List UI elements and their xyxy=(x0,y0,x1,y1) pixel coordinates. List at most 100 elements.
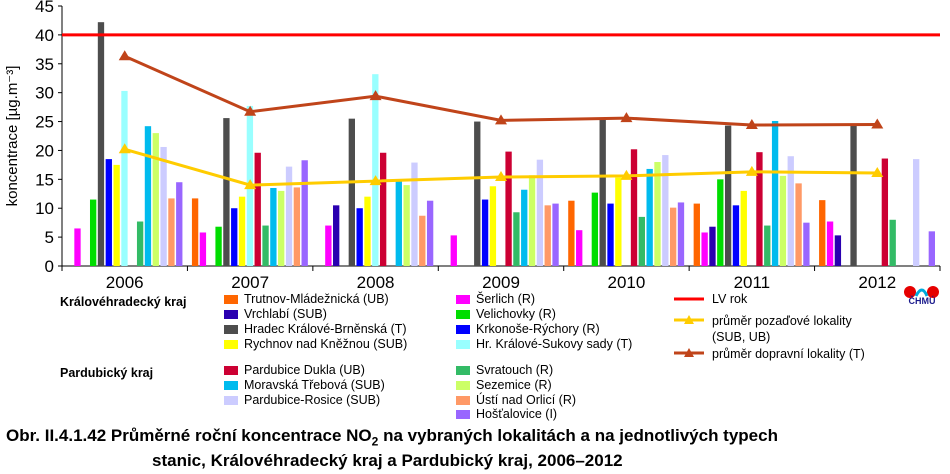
caption-text: Obr. II.4.1.42 Průměrné roční koncentrac… xyxy=(6,426,372,445)
y-tick-label: 10 xyxy=(35,199,54,218)
line-point xyxy=(745,165,758,176)
bar xyxy=(834,235,842,266)
bar xyxy=(615,177,622,266)
bar xyxy=(325,225,332,266)
bar xyxy=(732,205,740,266)
bar xyxy=(113,164,120,266)
legend-swatch xyxy=(456,340,470,349)
legend-label: Svratouch (R) xyxy=(476,363,554,377)
legend-item: Moravská Třebová (SUB) xyxy=(224,377,385,393)
legend-swatch xyxy=(456,396,470,405)
bar xyxy=(199,232,207,266)
bar xyxy=(97,22,105,266)
legend-line-traffic-avg xyxy=(674,348,704,357)
line-point xyxy=(244,179,257,190)
legend-item: Hr. Králové-Sukovy sady (T) xyxy=(456,336,632,352)
legend-item: Sezemice (R) xyxy=(456,377,552,393)
bar xyxy=(403,185,410,266)
legend-label: (SUB, UB) xyxy=(712,330,771,344)
line-point xyxy=(745,119,758,130)
legend-label: Rychnov nad Kněžnou (SUB) xyxy=(244,337,408,351)
legend-item: Krkonoše-Rýchory (R) xyxy=(456,321,600,337)
caption-line2: stanic, Královéhradecký kraj a Pardubick… xyxy=(152,451,623,471)
bar xyxy=(270,188,277,266)
chmu-logo-text: ČHMÚ xyxy=(908,296,936,306)
bar xyxy=(552,203,559,266)
legend-label: průměr pozaďové lokality xyxy=(712,314,852,328)
y-tick-label: 15 xyxy=(35,170,54,189)
bar xyxy=(395,179,402,266)
bar xyxy=(764,225,771,266)
legend-label: Hr. Králové-Sukovy sady (T) xyxy=(476,337,633,351)
y-tick-label: 30 xyxy=(35,84,54,103)
bar xyxy=(795,183,802,266)
bar xyxy=(521,189,528,266)
legend-label: Sezemice (R) xyxy=(476,378,552,392)
legend-label: LV rok xyxy=(712,292,748,306)
line-point xyxy=(118,50,131,61)
legend-swatch xyxy=(224,325,238,334)
legend-swatch xyxy=(456,410,470,419)
legend-label: Hradec Králové-Brněnská (T) xyxy=(244,322,407,336)
bar xyxy=(724,125,732,266)
legend-item: Hradec Králové-Brněnská (T) xyxy=(224,321,407,337)
line-point xyxy=(495,171,507,182)
bar xyxy=(850,125,857,266)
bar xyxy=(717,179,724,266)
bar xyxy=(889,219,896,266)
bar xyxy=(638,216,645,266)
y-tick-label: 40 xyxy=(35,26,54,45)
bar xyxy=(419,215,426,266)
legend-item-lv: LV rok xyxy=(674,291,747,307)
legend-label: Velichovky (R) xyxy=(476,307,556,321)
bar xyxy=(826,221,834,266)
legend-item: Rychnov nad Kněžnou (SUB) xyxy=(224,336,407,352)
bar xyxy=(136,221,144,266)
legend-swatch xyxy=(224,381,238,390)
bar xyxy=(168,198,175,266)
y-tick-label: 20 xyxy=(35,141,54,160)
caption-line1: Obr. II.4.1.42 Průměrné roční koncentrac… xyxy=(6,426,778,448)
bar xyxy=(176,182,183,266)
bar xyxy=(654,162,661,266)
x-tick-label: 2012 xyxy=(858,273,896,292)
legend-line-background-avg xyxy=(674,315,704,324)
legend-item: Vrchlabí (SUB) xyxy=(224,306,327,322)
legend-group-kralovehradecky: Královéhradecký kraj xyxy=(60,295,187,309)
legend-item: Pardubice-Rosice (SUB) xyxy=(224,392,380,408)
bar xyxy=(819,200,826,266)
y-tick-label: 45 xyxy=(35,0,54,16)
bar xyxy=(333,205,340,266)
y-tick-label: 0 xyxy=(45,257,54,276)
legend-label: Krkonoše-Rýchory (R) xyxy=(476,322,600,336)
bar xyxy=(144,126,152,266)
caption-text: na vybraných lokalitách a na jednotlivýc… xyxy=(378,426,778,445)
bar xyxy=(599,118,606,266)
legend-item: Velichovky (R) xyxy=(456,306,556,322)
legend-swatch xyxy=(456,310,470,319)
chmu-logo xyxy=(904,286,939,298)
bar xyxy=(121,90,128,266)
bar xyxy=(662,155,669,266)
legend-swatch xyxy=(224,340,238,349)
line-point xyxy=(620,169,633,180)
bar xyxy=(191,198,199,266)
y-tick-label: 5 xyxy=(45,228,54,247)
legend-swatch xyxy=(224,310,238,319)
line-point xyxy=(495,114,507,125)
legend-label: Ústí nad Orlicí (R) xyxy=(476,393,577,407)
bar xyxy=(223,118,230,266)
bar xyxy=(693,203,700,266)
bar xyxy=(787,156,794,266)
bar xyxy=(160,146,167,266)
bar xyxy=(450,235,457,266)
line-point xyxy=(871,118,884,129)
x-tick-label: 2007 xyxy=(231,273,269,292)
legend-item: Šerlich (R) xyxy=(456,291,535,307)
bar xyxy=(238,196,246,266)
legend-swatch xyxy=(456,295,470,304)
legend-label: Vrchlabí (SUB) xyxy=(244,307,327,321)
legend-swatch xyxy=(456,325,470,334)
legend-label: průměr dopravní lokality (T) xyxy=(712,347,865,361)
line-point xyxy=(244,105,257,116)
